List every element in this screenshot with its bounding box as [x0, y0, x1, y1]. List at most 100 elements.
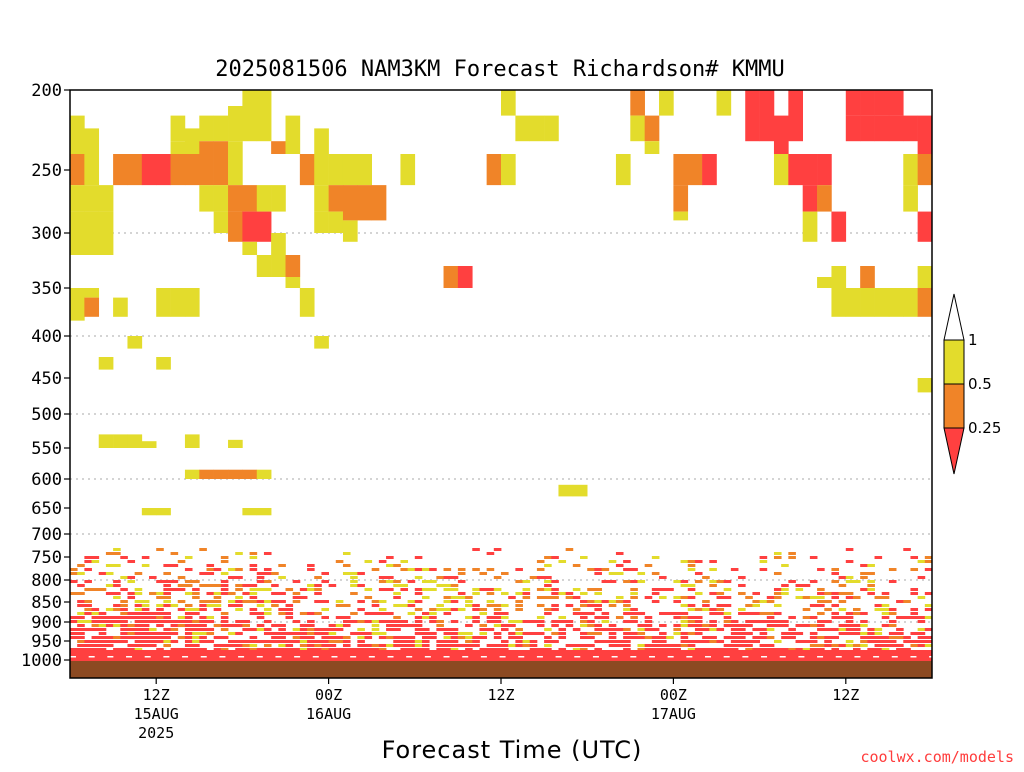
low-level-cell — [536, 560, 545, 563]
low-level-cell — [752, 612, 760, 615]
low-level-cell — [673, 612, 681, 615]
low-level-cell — [113, 592, 121, 595]
low-level-cell — [113, 596, 121, 599]
low-level-cell — [802, 584, 811, 587]
low-level-cell — [235, 588, 243, 591]
low-level-cell — [134, 592, 143, 595]
low-level-cell — [867, 640, 875, 643]
low-level-cell — [249, 568, 258, 571]
low-level-cell — [687, 604, 696, 607]
low-level-cell — [184, 568, 193, 571]
low-level-cell — [730, 628, 739, 631]
low-level-cell — [206, 572, 215, 575]
low-level-cell — [888, 568, 897, 571]
low-level-cell — [694, 560, 703, 563]
surface-gap — [331, 656, 338, 658]
surface-gap — [798, 656, 805, 658]
low-level-cell — [630, 620, 638, 623]
heatmap-cell — [759, 90, 775, 142]
low-level-cell — [565, 620, 574, 623]
low-level-cell — [623, 644, 631, 647]
y-tick-label: 700 — [31, 525, 62, 545]
low-level-cell — [414, 640, 423, 643]
low-level-cell — [170, 624, 179, 627]
low-level-cell — [84, 648, 92, 651]
low-level-cell — [84, 620, 92, 623]
low-level-cell — [917, 632, 926, 635]
low-level-cell — [493, 548, 502, 551]
low-level-cell — [845, 560, 854, 563]
low-level-cell — [170, 580, 179, 583]
low-level-cell — [637, 612, 646, 615]
heatmap-cell — [515, 115, 531, 142]
low-level-cell — [443, 612, 452, 615]
low-level-cell — [852, 628, 861, 631]
low-level-cell — [393, 604, 401, 607]
low-level-cell — [781, 648, 789, 651]
low-level-cell — [228, 632, 236, 635]
low-level-cell — [371, 628, 380, 631]
low-level-cell — [120, 616, 128, 619]
low-level-cell — [328, 640, 337, 643]
low-level-cell — [723, 624, 732, 627]
low-level-cell — [307, 644, 315, 647]
low-level-cell — [328, 584, 337, 587]
heatmap-cell — [98, 434, 114, 448]
low-level-cell — [199, 624, 207, 627]
low-level-cell — [342, 644, 351, 647]
low-level-cell — [874, 604, 883, 607]
low-level-cell — [615, 644, 624, 647]
low-level-cell — [113, 584, 121, 587]
low-level-cell — [213, 648, 222, 651]
low-level-cell — [278, 576, 286, 579]
low-level-cell — [98, 632, 107, 635]
low-level-cell — [687, 596, 696, 599]
low-level-cell — [917, 640, 926, 643]
low-level-cell — [163, 612, 171, 615]
low-level-cell — [307, 640, 315, 643]
low-level-cell — [781, 588, 789, 591]
low-level-cell — [781, 592, 789, 595]
low-level-cell — [156, 624, 164, 627]
low-level-cell — [608, 600, 617, 603]
low-level-cell — [752, 604, 760, 607]
low-level-cell — [163, 640, 171, 643]
surface-gap — [368, 656, 375, 658]
low-level-cell — [206, 592, 215, 595]
low-level-cell — [501, 612, 509, 615]
low-level-cell — [98, 616, 107, 619]
low-level-cell — [896, 636, 904, 639]
heatmap-cell — [644, 141, 660, 154]
low-level-cell — [544, 648, 552, 651]
low-level-cell — [98, 620, 107, 623]
low-level-cell — [400, 588, 409, 591]
low-level-cell — [723, 580, 732, 583]
low-level-cell — [852, 580, 861, 583]
low-level-cell — [572, 608, 581, 611]
low-level-cell — [263, 620, 272, 623]
low-level-cell — [393, 584, 401, 587]
heatmap-cell — [127, 154, 143, 186]
low-level-cell — [77, 604, 85, 607]
low-level-cell — [493, 612, 502, 615]
low-level-cell — [673, 648, 681, 651]
low-level-cell — [831, 612, 840, 615]
surface-gap — [630, 656, 637, 658]
low-level-cell — [644, 648, 653, 651]
heatmap-cell — [113, 297, 128, 317]
low-level-cell — [544, 556, 552, 559]
low-level-cell — [429, 620, 437, 623]
low-level-cell — [773, 620, 782, 623]
heatmap-cell — [70, 185, 85, 212]
x-tick-date: 17AUG — [651, 705, 696, 723]
low-level-cell — [838, 600, 847, 603]
low-level-cell — [407, 636, 416, 639]
heatmap-cell — [860, 115, 875, 142]
low-level-cell — [450, 584, 459, 587]
low-level-cell — [364, 648, 373, 651]
low-level-cell — [450, 608, 459, 611]
low-level-cell — [845, 628, 854, 631]
low-level-cell — [163, 620, 171, 623]
heatmap-cell — [84, 288, 100, 298]
credit-link[interactable]: coolwx.com/models — [860, 748, 1014, 766]
